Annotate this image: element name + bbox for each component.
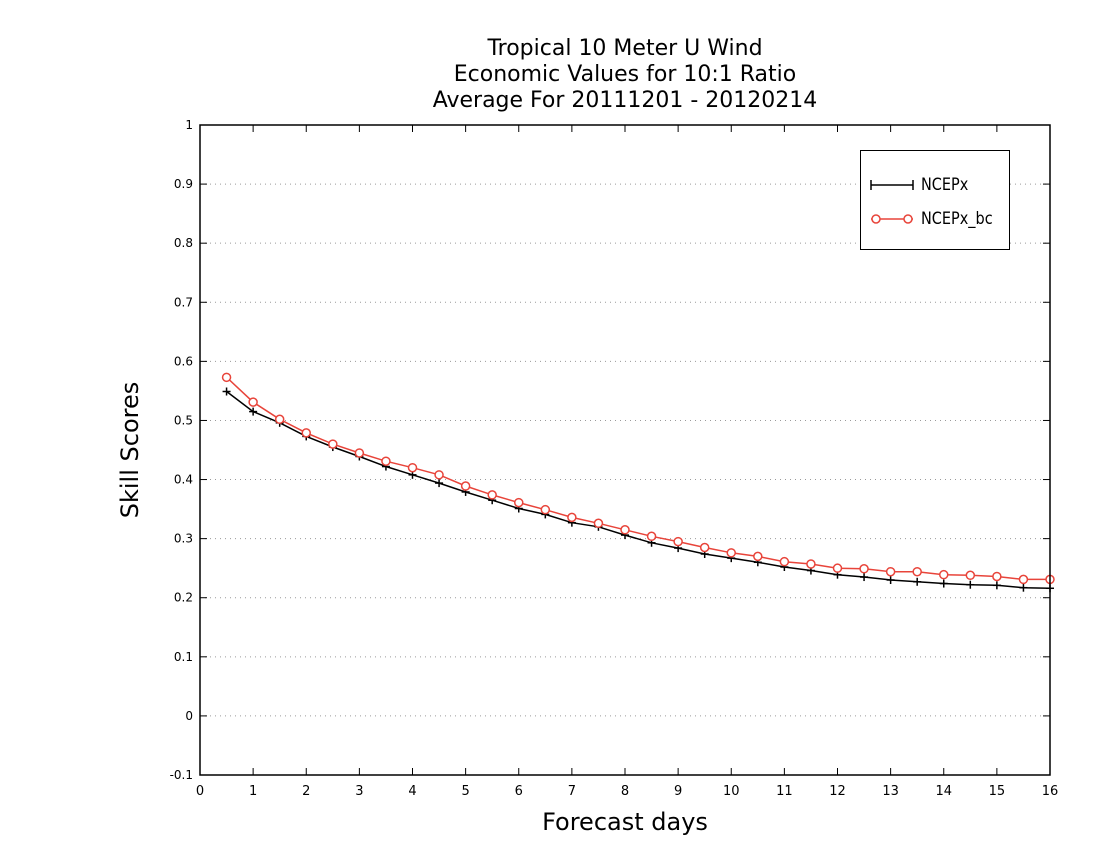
data-point-ncepx-bc: [832, 563, 843, 573]
y-axis-label: Skill Scores: [116, 381, 144, 519]
y-tick-label: -0.1: [170, 768, 193, 782]
data-point-ncepx-bc: [567, 512, 577, 523]
data-point-ncepx: [249, 407, 258, 416]
x-tick-label: 7: [568, 784, 576, 799]
data-point-ncepx-bc: [939, 569, 949, 580]
data-point-ncepx: [939, 579, 948, 588]
data-point-ncepx: [913, 577, 922, 586]
data-point-ncepx-bc: [407, 462, 418, 473]
series-layer: [221, 372, 1055, 593]
data-point-ncepx-bc: [221, 372, 232, 383]
x-tick-label: 10: [723, 784, 740, 799]
data-point-ncepx-bc: [726, 548, 736, 558]
x-tick-label: 14: [935, 784, 952, 799]
data-point-ncepx-bc: [354, 448, 365, 458]
chart-title-line-3: Average For 20111201 - 20120214: [432, 88, 818, 113]
legend-label-ncepx: NCEPx: [921, 175, 969, 195]
data-point-ncepx-bc: [965, 570, 976, 581]
chart-title-line-1: Tropical 10 Meter U Wind: [487, 36, 763, 61]
data-point-ncepx-bc: [514, 497, 524, 508]
data-point-ncepx-bc: [301, 428, 311, 438]
x-tick-label: 11: [776, 784, 793, 799]
data-point-ncepx-bc: [460, 481, 471, 491]
data-point-ncepx-bc: [912, 566, 922, 577]
x-tick-label: 8: [621, 784, 629, 799]
y-tick-label: 0.4: [174, 473, 193, 487]
x-tick-label: 9: [674, 784, 682, 799]
y-tick-label: 0.8: [174, 236, 193, 250]
series-line-ncepx: [226, 390, 1051, 590]
legend-item-ncepx-bc: NCEPx_bc: [869, 207, 1005, 231]
x-tick-label: 2: [302, 784, 310, 799]
data-point-ncepx-bc: [434, 470, 444, 480]
data-point-ncepx: [435, 479, 444, 488]
data-point-ncepx-bc: [487, 490, 497, 500]
data-point-ncepx-bc: [381, 456, 391, 466]
y-tick-label: 0: [185, 709, 193, 723]
legend-swatch-ncepx-bc: [871, 214, 913, 224]
y-tick-label: 0.7: [174, 295, 193, 309]
grid-lines: [200, 183, 1050, 717]
data-point-ncepx-bc: [248, 397, 258, 407]
series-line-ncepx-bc: [226, 376, 1050, 581]
x-tick-label: 15: [989, 784, 1006, 799]
data-point-ncepx: [886, 576, 895, 584]
data-point-ncepx-bc: [992, 571, 1002, 582]
data-point-ncepx-bc: [328, 439, 338, 449]
x-tick-label: 12: [829, 784, 846, 799]
data-point-ncepx: [966, 580, 975, 589]
y-tick-label: 0.5: [174, 413, 193, 427]
data-point-ncepx-bc: [859, 564, 869, 574]
data-point-ncepx-bc: [699, 542, 710, 553]
y-tick-label: 0.9: [174, 177, 193, 191]
y-tick-label: 1: [185, 118, 193, 132]
chart-title-line-2: Economic Values for 10:1 Ratio: [453, 62, 797, 87]
legend: NCEPx NCEPx_bc: [860, 150, 1010, 250]
legend-label-ncepx-bc: NCEPx_bc: [921, 209, 993, 229]
data-point-ncepx-bc: [806, 559, 816, 569]
data-point-ncepx-bc: [673, 536, 683, 547]
x-tick-label: 0: [196, 784, 204, 799]
x-tick-label: 6: [515, 784, 523, 799]
data-point-ncepx: [860, 573, 869, 582]
x-tick-label: 4: [408, 784, 416, 799]
y-tick-label: 0.3: [174, 532, 193, 546]
legend-swatch-ncepx: [870, 180, 914, 190]
x-tick-label: 13: [882, 784, 899, 799]
y-tick-label: 0.1: [174, 650, 193, 664]
data-point-ncepx-bc: [540, 504, 551, 515]
data-point-ncepx-bc: [646, 531, 657, 542]
data-point-ncepx-bc: [753, 551, 763, 562]
data-point-ncepx: [1019, 583, 1028, 592]
x-tick-label: 3: [355, 784, 363, 799]
data-point-ncepx: [222, 387, 231, 396]
x-tick-label: 16: [1042, 784, 1059, 799]
data-point-ncepx-bc: [274, 414, 285, 425]
data-point-ncepx: [992, 581, 1001, 590]
y-tick-label: 0.6: [174, 354, 193, 368]
data-point-ncepx-bc: [885, 566, 896, 577]
x-tick-label: 1: [249, 784, 257, 799]
data-point-ncepx-bc: [779, 556, 790, 567]
axis-layer: -0.100.10.20.30.40.50.60.70.80.910 1 2 3 4 5 6…: [170, 118, 1059, 799]
data-point-ncepx-bc: [593, 518, 604, 529]
x-axis-label: Forecast days: [542, 808, 708, 836]
data-point-ncepx-bc: [620, 525, 630, 535]
x-tick-label: 5: [461, 784, 469, 799]
legend-item-ncepx: NCEPx: [869, 173, 977, 197]
y-tick-label: 0.2: [174, 591, 193, 605]
data-point-ncepx-bc: [1018, 574, 1029, 585]
